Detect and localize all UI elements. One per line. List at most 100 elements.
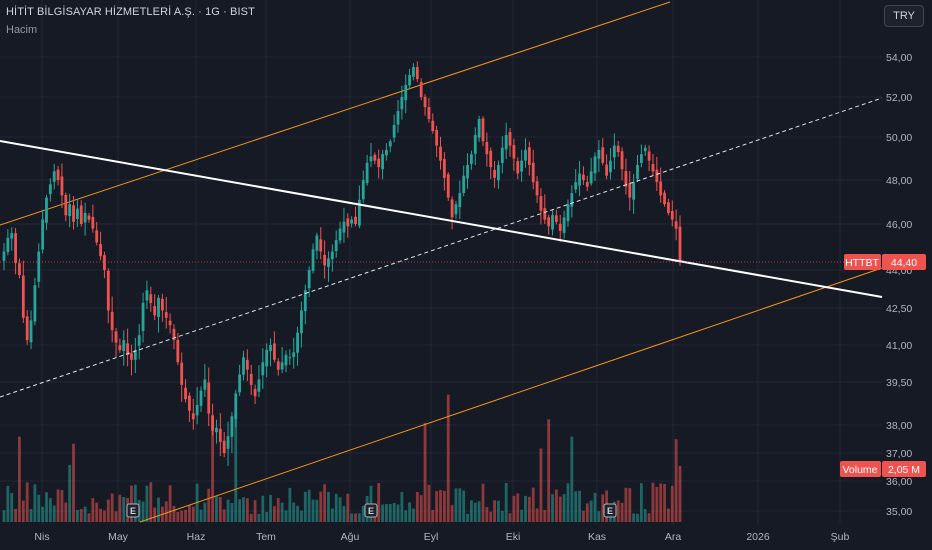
volume-bar: [516, 493, 520, 522]
candle-body: [99, 244, 102, 257]
earnings-marker-label: E: [607, 506, 613, 516]
volume-bar: [284, 510, 288, 522]
candle-body: [431, 120, 435, 131]
volume-bar: [68, 465, 72, 522]
volume-bar: [188, 505, 191, 522]
candle-body: [276, 361, 280, 370]
volume-bar: [582, 510, 585, 522]
x-axis: Nis May Haz Tem Ağu Eyl Eki Kas Ara 2026 Şub: [34, 531, 849, 543]
volume-bar: [72, 443, 75, 522]
volume-bar: [593, 493, 597, 522]
volume-bar: [307, 489, 311, 522]
volume-bar: [485, 507, 489, 522]
volume-bar: [75, 509, 79, 522]
volume-value-tag: [882, 461, 926, 477]
candle-body: [265, 349, 269, 367]
volume-bar: [462, 490, 466, 522]
candle-body: [191, 413, 195, 420]
volume-bar: [273, 506, 276, 522]
volume-bar: [361, 505, 365, 522]
candle-body: [327, 258, 330, 267]
channel-mid-dashed-line: [0, 97, 883, 398]
candle-body: [655, 169, 659, 183]
candle-body: [381, 154, 384, 170]
candle-body: [373, 154, 377, 161]
candle-body: [280, 362, 284, 370]
volume-bar: [628, 488, 632, 522]
volume-bar: [99, 508, 102, 522]
volume-bar: [470, 500, 473, 522]
x-tick-label: Haz: [187, 531, 206, 543]
y-tick-label: 39,50: [886, 377, 912, 389]
candle-body: [415, 67, 419, 79]
candle-body: [242, 357, 245, 375]
candle-body: [585, 182, 589, 187]
candle-body: [207, 382, 211, 414]
candle-body: [75, 208, 79, 219]
candle-body: [404, 85, 408, 101]
volume-bar: [527, 496, 531, 522]
volume-bar: [388, 503, 392, 522]
volume-bar: [315, 499, 319, 522]
volume-bar: [357, 513, 361, 522]
volume-bar: [636, 513, 639, 522]
candle-body: [261, 362, 265, 376]
volume-bar: [118, 494, 122, 522]
candle-body: [203, 379, 207, 390]
volume-bar: [234, 414, 238, 522]
candle-body: [164, 312, 168, 318]
volume-bar: [103, 510, 106, 522]
volume-bar: [558, 496, 562, 522]
volume-bar: [531, 487, 535, 522]
candle-body: [215, 427, 218, 433]
candle-body: [392, 125, 396, 138]
candle-body: [612, 145, 616, 158]
volume-bar: [168, 485, 172, 522]
candle-body: [408, 75, 411, 86]
candle-body: [497, 164, 500, 181]
volume-bar: [562, 494, 566, 522]
volume-bar: [578, 490, 581, 522]
volume-bar: [184, 509, 187, 522]
x-tick-label: Tem: [256, 531, 276, 543]
candle-body: [632, 182, 636, 200]
volume-bar: [41, 506, 45, 522]
volume-value-label: 2,05 M: [888, 464, 920, 476]
volume-bar: [655, 487, 659, 522]
candle-body: [6, 237, 10, 253]
candle-body: [651, 164, 655, 172]
candle-body: [435, 129, 439, 146]
candle-body: [609, 160, 612, 173]
volume-bar: [110, 493, 114, 522]
volume-bar: [547, 419, 551, 522]
volume-bar: [334, 493, 338, 522]
volume-bar: [392, 502, 396, 522]
earnings-marker-label: E: [368, 506, 374, 516]
volume-bar: [535, 508, 539, 522]
volume-bar: [21, 500, 25, 522]
candle-body: [527, 147, 531, 165]
y-tick-label: 46,00: [886, 219, 912, 231]
candle-body: [48, 184, 52, 195]
candle-body: [41, 219, 45, 250]
candle-body: [110, 311, 114, 331]
x-tick-label: Şub: [831, 531, 850, 543]
volume-bar: [242, 497, 245, 522]
volume-bar: [396, 504, 400, 522]
earnings-marker: [126, 503, 140, 518]
candle-body: [311, 249, 315, 271]
candle-body: [184, 387, 187, 400]
volume-bar: [238, 499, 242, 522]
volume-bar: [265, 511, 269, 522]
volume-bar: [56, 489, 60, 522]
volume-bar: [226, 499, 230, 522]
candle-body: [234, 393, 238, 419]
volume-bar: [616, 500, 620, 522]
candle-body: [597, 149, 601, 159]
x-tick-label: 2026: [746, 531, 770, 543]
x-tick-label: Ara: [665, 531, 682, 543]
candle-body: [72, 205, 75, 222]
candle-body: [292, 352, 296, 358]
currency-button[interactable]: TRY: [884, 5, 924, 27]
